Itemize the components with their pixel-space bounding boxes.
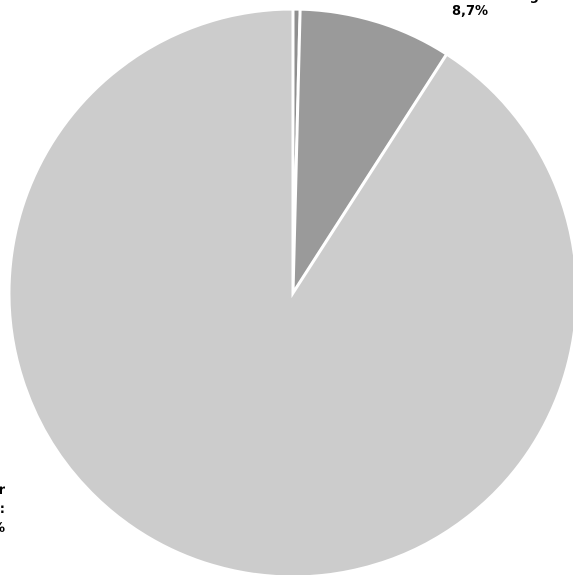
pie-data-label-1-line-0: 50 bis 249 Beschäftigte:	[381, 0, 559, 4]
pie-slice-2	[7, 7, 573, 575]
pie-data-label-2-line-1: Beschäftigte:	[0, 502, 5, 517]
pie-slices	[7, 7, 573, 575]
pie-data-label-2: 250 und mehr Beschäftigte: 90,9%	[0, 483, 6, 536]
pie-slice-1	[291, 7, 449, 299]
pie-data-label-1: 50 bis 249 Beschäftigte:8,7%	[381, 0, 559, 19]
pie-labels: 50 bis 249 Beschäftigte:8,7% 250 und mehr…	[0, 0, 559, 536]
pie-data-label-1-line-1: 8,7%	[452, 4, 488, 19]
pie-data-label-2-line-0: 250 und mehr	[0, 483, 6, 498]
pie-data-label-2-line-2: 90,9%	[0, 521, 5, 536]
